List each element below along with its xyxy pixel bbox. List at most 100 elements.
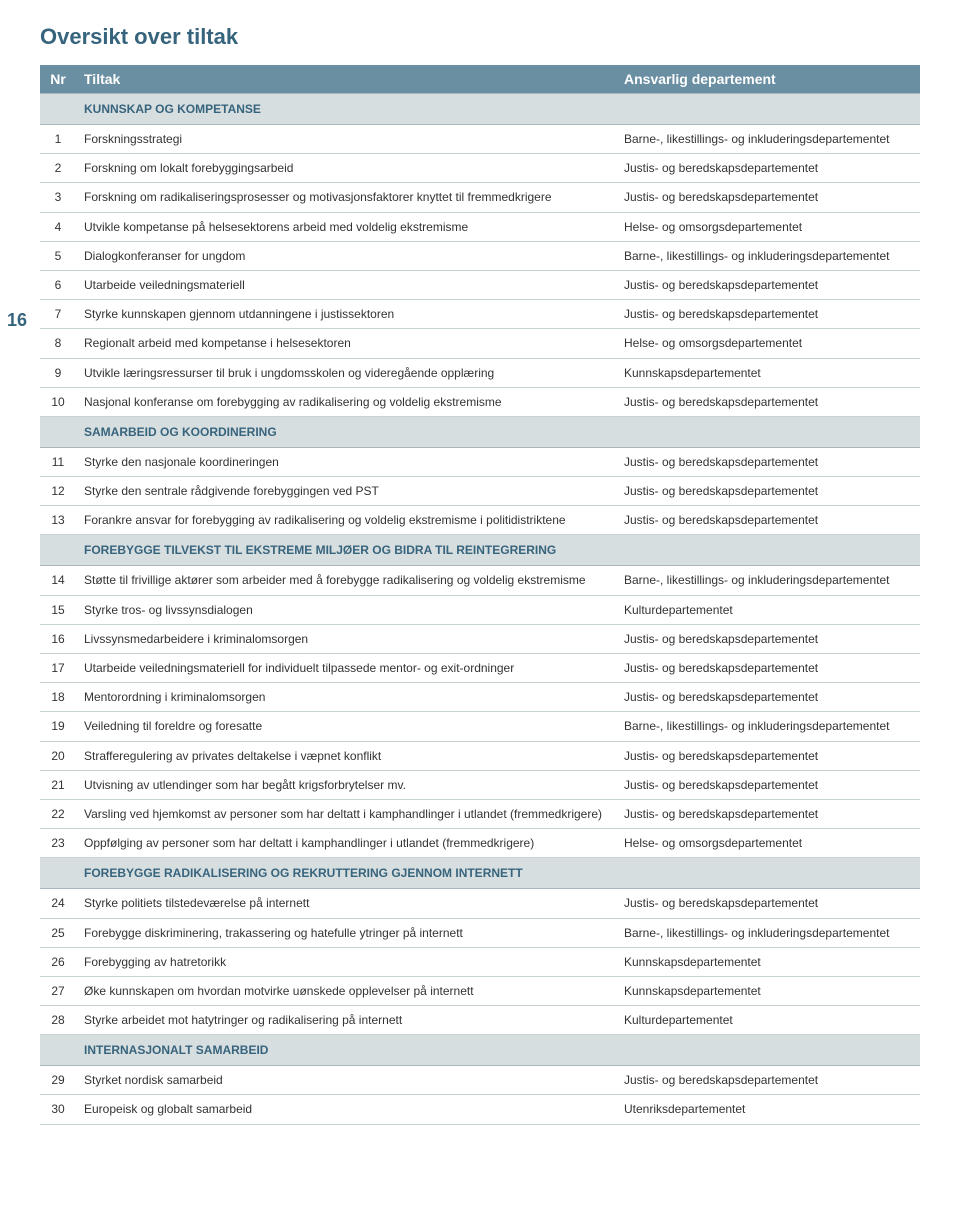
section-blank-cell (40, 416, 76, 447)
cell-department: Barne-, likestillings- og inkluderingsde… (616, 918, 920, 947)
cell-nr: 29 (40, 1066, 76, 1095)
section-header-row: KUNNSKAP OG KOMPETANSE (40, 94, 920, 125)
cell-nr: 27 (40, 976, 76, 1005)
cell-nr: 10 (40, 387, 76, 416)
cell-nr: 2 (40, 154, 76, 183)
section-header-row: SAMARBEID OG KOORDINERING (40, 416, 920, 447)
section-header-row: FOREBYGGE RADIKALISERING OG REKRUTTERING… (40, 858, 920, 889)
cell-tiltak: Forskningsstrategi (76, 125, 616, 154)
cell-tiltak: Europeisk og globalt samarbeid (76, 1095, 616, 1124)
cell-nr: 11 (40, 447, 76, 476)
section-heading: FOREBYGGE TILVEKST TIL EKSTREME MILJØER … (76, 535, 616, 566)
cell-nr: 12 (40, 477, 76, 506)
cell-department: Justis- og beredskapsdepartementet (616, 506, 920, 535)
tiltak-table: Nr Tiltak Ansvarlig departement KUNNSKAP… (40, 64, 920, 1125)
cell-department: Barne-, likestillings- og inkluderingsde… (616, 241, 920, 270)
section-header-row: FOREBYGGE TILVEKST TIL EKSTREME MILJØER … (40, 535, 920, 566)
table-row: 26Forebygging av hatretorikkKunnskapsdep… (40, 947, 920, 976)
cell-tiltak: Øke kunnskapen om hvordan motvirke uønsk… (76, 976, 616, 1005)
section-blank-cell (40, 858, 76, 889)
cell-department: Kulturdepartementet (616, 1006, 920, 1035)
cell-department: Justis- og beredskapsdepartementet (616, 154, 920, 183)
cell-department: Justis- og beredskapsdepartementet (616, 799, 920, 828)
cell-tiltak: Forskning om radikaliseringsprosesser og… (76, 183, 616, 212)
table-row: 7Styrke kunnskapen gjennom utdanningene … (40, 300, 920, 329)
col-header-tiltak: Tiltak (76, 65, 616, 94)
table-row: 15Styrke tros- og livssynsdialogenKultur… (40, 595, 920, 624)
section-heading: SAMARBEID OG KOORDINERING (76, 416, 616, 447)
cell-tiltak: Forebygging av hatretorikk (76, 947, 616, 976)
cell-department: Justis- og beredskapsdepartementet (616, 770, 920, 799)
table-row: 13Forankre ansvar for forebygging av rad… (40, 506, 920, 535)
table-row: 8Regionalt arbeid med kompetanse i helse… (40, 329, 920, 358)
cell-tiltak: Strafferegulering av privates deltakelse… (76, 741, 616, 770)
section-heading: KUNNSKAP OG KOMPETANSE (76, 94, 616, 125)
cell-tiltak: Nasjonal konferanse om forebygging av ra… (76, 387, 616, 416)
col-header-dep: Ansvarlig departement (616, 65, 920, 94)
cell-department: Barne-, likestillings- og inkluderingsde… (616, 125, 920, 154)
cell-nr: 6 (40, 270, 76, 299)
cell-tiltak: Styrke den sentrale rådgivende forebyggi… (76, 477, 616, 506)
cell-department: Helse- og omsorgsdepartementet (616, 329, 920, 358)
section-blank-cell (616, 94, 920, 125)
cell-department: Kunnskapsdepartementet (616, 947, 920, 976)
cell-department: Utenriksdepartementet (616, 1095, 920, 1124)
cell-department: Justis- og beredskapsdepartementet (616, 654, 920, 683)
cell-tiltak: Styrke politiets tilstedeværelse på inte… (76, 889, 616, 918)
section-blank-cell (40, 1035, 76, 1066)
cell-tiltak: Livssynsmedarbeidere i kriminalomsorgen (76, 624, 616, 653)
cell-nr: 17 (40, 654, 76, 683)
cell-nr: 18 (40, 683, 76, 712)
cell-tiltak: Oppfølging av personer som har deltatt i… (76, 829, 616, 858)
table-row: 5Dialogkonferanser for ungdomBarne-, lik… (40, 241, 920, 270)
section-blank-cell (40, 535, 76, 566)
cell-nr: 30 (40, 1095, 76, 1124)
cell-tiltak: Dialogkonferanser for ungdom (76, 241, 616, 270)
cell-tiltak: Utvikle kompetanse på helsesektorens arb… (76, 212, 616, 241)
cell-department: Justis- og beredskapsdepartementet (616, 447, 920, 476)
cell-department: Justis- og beredskapsdepartementet (616, 889, 920, 918)
cell-tiltak: Regionalt arbeid med kompetanse i helses… (76, 329, 616, 358)
table-row: 24Styrke politiets tilstedeværelse på in… (40, 889, 920, 918)
cell-tiltak: Styrke arbeidet mot hatytringer og radik… (76, 1006, 616, 1035)
table-row: 10Nasjonal konferanse om forebygging av … (40, 387, 920, 416)
section-blank-cell (616, 1035, 920, 1066)
section-blank-cell (40, 94, 76, 125)
cell-department: Kunnskapsdepartementet (616, 976, 920, 1005)
cell-department: Kulturdepartementet (616, 595, 920, 624)
col-header-nr: Nr (40, 65, 76, 94)
table-row: 1ForskningsstrategiBarne-, likestillings… (40, 125, 920, 154)
cell-tiltak: Støtte til frivillige aktører som arbeid… (76, 566, 616, 595)
cell-nr: 4 (40, 212, 76, 241)
cell-nr: 25 (40, 918, 76, 947)
cell-nr: 26 (40, 947, 76, 976)
table-row: 18Mentorordning i kriminalomsorgenJustis… (40, 683, 920, 712)
cell-tiltak: Varsling ved hjemkomst av personer som h… (76, 799, 616, 828)
section-heading: FOREBYGGE RADIKALISERING OG REKRUTTERING… (76, 858, 616, 889)
section-header-row: INTERNASJONALT SAMARBEID (40, 1035, 920, 1066)
table-row: 25Forebygge diskriminering, trakassering… (40, 918, 920, 947)
cell-tiltak: Styrke tros- og livssynsdialogen (76, 595, 616, 624)
cell-department: Kunnskapsdepartementet (616, 358, 920, 387)
section-blank-cell (616, 416, 920, 447)
cell-department: Helse- og omsorgsdepartementet (616, 829, 920, 858)
table-row: 16Livssynsmedarbeidere i kriminalomsorge… (40, 624, 920, 653)
cell-nr: 8 (40, 329, 76, 358)
table-row: 11Styrke den nasjonale koordineringenJus… (40, 447, 920, 476)
table-row: 12Styrke den sentrale rådgivende forebyg… (40, 477, 920, 506)
cell-nr: 15 (40, 595, 76, 624)
table-row: 28Styrke arbeidet mot hatytringer og rad… (40, 1006, 920, 1035)
cell-tiltak: Styrke den nasjonale koordineringen (76, 447, 616, 476)
cell-department: Justis- og beredskapsdepartementet (616, 624, 920, 653)
cell-tiltak: Utvisning av utlendinger som har begått … (76, 770, 616, 799)
cell-nr: 20 (40, 741, 76, 770)
page-title: Oversikt over tiltak (40, 24, 920, 50)
table-row: 3Forskning om radikaliseringsprosesser o… (40, 183, 920, 212)
table-row: 19Veiledning til foreldre og foresatteBa… (40, 712, 920, 741)
cell-department: Justis- og beredskapsdepartementet (616, 477, 920, 506)
table-row: 22Varsling ved hjemkomst av personer som… (40, 799, 920, 828)
cell-nr: 3 (40, 183, 76, 212)
cell-tiltak: Forankre ansvar for forebygging av radik… (76, 506, 616, 535)
cell-tiltak: Utvikle læringsressurser til bruk i ungd… (76, 358, 616, 387)
table-row: 20Strafferegulering av privates deltakel… (40, 741, 920, 770)
